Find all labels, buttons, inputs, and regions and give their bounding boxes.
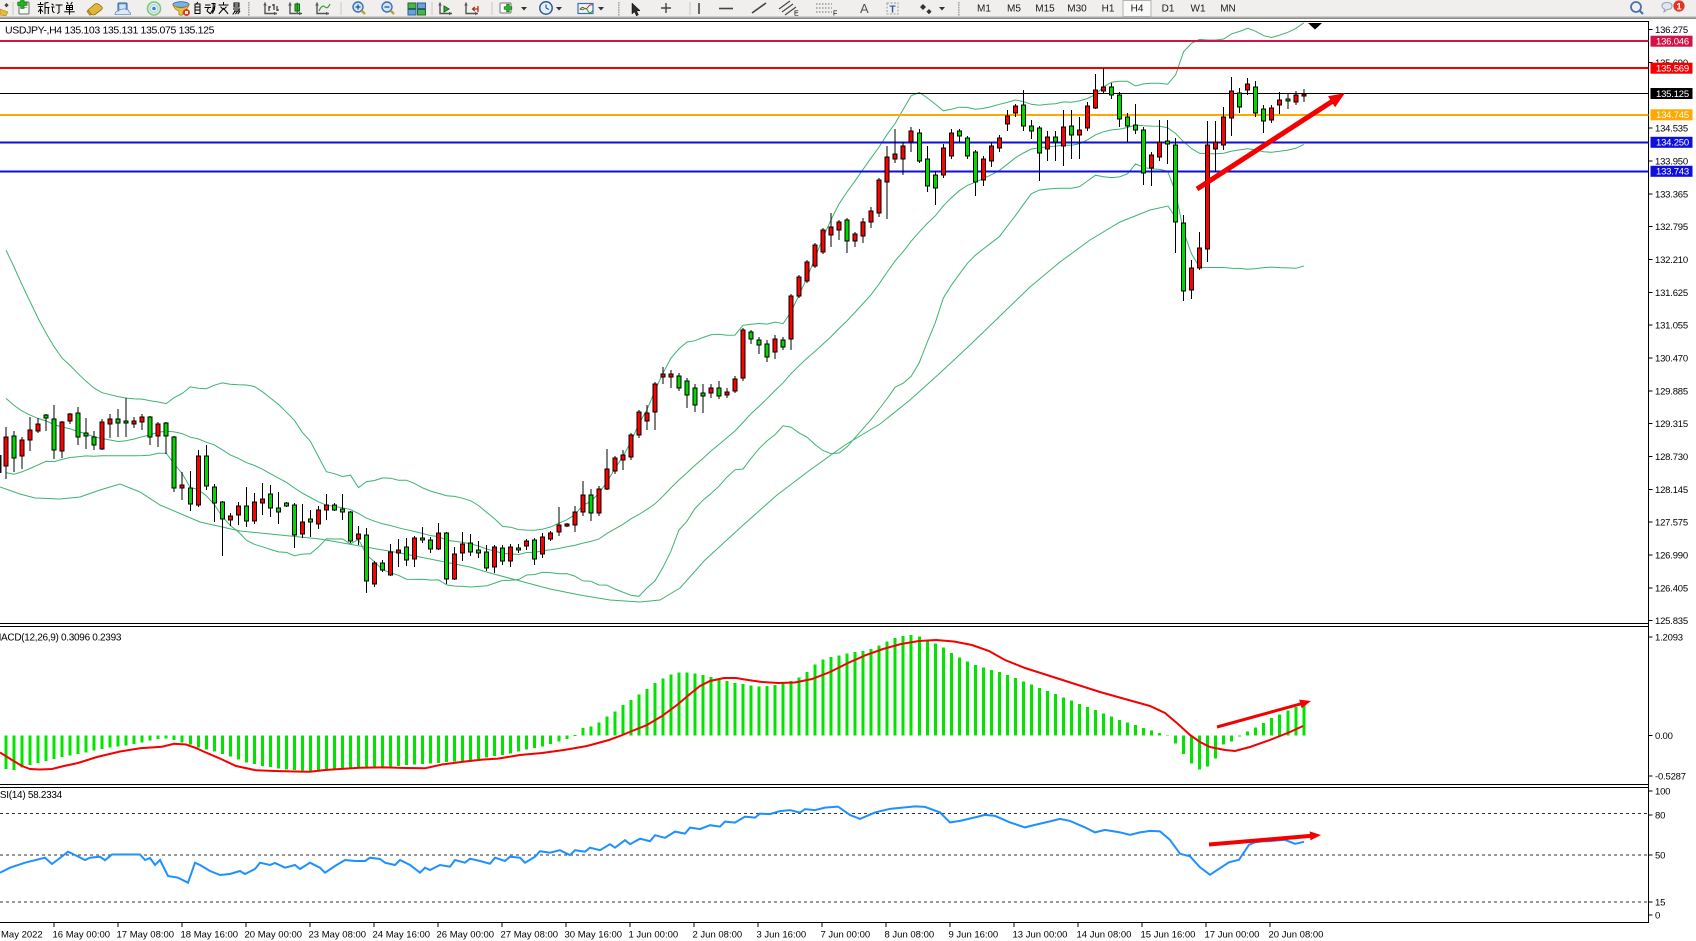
svg-text:9 Jun 16:00: 9 Jun 16:00 bbox=[949, 930, 999, 941]
svg-text:134.535: 134.535 bbox=[1655, 123, 1688, 134]
svg-text:18 May 16:00: 18 May 16:00 bbox=[181, 930, 239, 941]
svg-text:3 Jun 16:00: 3 Jun 16:00 bbox=[757, 930, 807, 941]
svg-text:7 Jun 00:00: 7 Jun 00:00 bbox=[821, 930, 871, 941]
svg-text:129.885: 129.885 bbox=[1655, 387, 1688, 398]
svg-text:134.250: 134.250 bbox=[1656, 138, 1689, 149]
svg-text:0: 0 bbox=[1655, 910, 1660, 921]
svg-text:135.569: 135.569 bbox=[1656, 64, 1689, 75]
svg-text:129.315: 129.315 bbox=[1655, 419, 1688, 430]
svg-text:T: T bbox=[890, 5, 896, 16]
svg-text:-0.5287: -0.5287 bbox=[1655, 771, 1686, 782]
svg-text:128.145: 128.145 bbox=[1655, 485, 1688, 496]
svg-text:M5: M5 bbox=[1007, 4, 1021, 15]
svg-text:132.210: 132.210 bbox=[1655, 255, 1688, 266]
svg-text:50: 50 bbox=[1655, 850, 1665, 861]
svg-text:24 May 16:00: 24 May 16:00 bbox=[373, 930, 431, 941]
svg-text:16 May 00:00: 16 May 00:00 bbox=[53, 930, 111, 941]
svg-text:D1: D1 bbox=[1162, 4, 1175, 15]
svg-text:20 Jun 08:00: 20 Jun 08:00 bbox=[1269, 930, 1324, 941]
svg-text:H1: H1 bbox=[1102, 4, 1115, 15]
svg-text:132.795: 132.795 bbox=[1655, 222, 1688, 233]
svg-text:M15: M15 bbox=[1035, 4, 1055, 15]
svg-text:1.2093: 1.2093 bbox=[1655, 632, 1683, 643]
svg-text:E: E bbox=[794, 11, 799, 18]
svg-text:135.125: 135.125 bbox=[1656, 89, 1689, 100]
svg-text:RSI(14) 58.2334: RSI(14) 58.2334 bbox=[0, 790, 63, 801]
svg-text:133.950: 133.950 bbox=[1655, 157, 1688, 168]
svg-text:8 Jun 08:00: 8 Jun 08:00 bbox=[885, 930, 935, 941]
svg-text:136.275: 136.275 bbox=[1655, 25, 1688, 36]
svg-text:0.00: 0.00 bbox=[1655, 731, 1673, 742]
svg-text:15: 15 bbox=[1655, 897, 1665, 908]
svg-text:2 Jun 08:00: 2 Jun 08:00 bbox=[693, 930, 743, 941]
svg-text:133.743: 133.743 bbox=[1656, 167, 1689, 178]
svg-text:17 May 08:00: 17 May 08:00 bbox=[117, 930, 175, 941]
svg-text:May 2022: May 2022 bbox=[1, 930, 43, 941]
svg-text:20 May 00:00: 20 May 00:00 bbox=[245, 930, 303, 941]
svg-text:126.405: 126.405 bbox=[1655, 584, 1688, 595]
svg-text:23 May 08:00: 23 May 08:00 bbox=[309, 930, 367, 941]
svg-text:30 May 16:00: 30 May 16:00 bbox=[565, 930, 623, 941]
svg-text:MACD(12,26,9) 0.3096 0.2393: MACD(12,26,9) 0.3096 0.2393 bbox=[0, 633, 122, 644]
svg-text:128.730: 128.730 bbox=[1655, 452, 1688, 463]
svg-text:100: 100 bbox=[1655, 786, 1670, 797]
svg-text:15 Jun 16:00: 15 Jun 16:00 bbox=[1141, 930, 1196, 941]
svg-text:125.835: 125.835 bbox=[1655, 616, 1688, 627]
svg-text:A: A bbox=[860, 1, 869, 16]
svg-text:17 Jun 00:00: 17 Jun 00:00 bbox=[1205, 930, 1260, 941]
svg-text:134.745: 134.745 bbox=[1656, 110, 1689, 121]
svg-text:M30: M30 bbox=[1067, 4, 1087, 15]
svg-text:126.990: 126.990 bbox=[1655, 550, 1688, 561]
svg-text:127.575: 127.575 bbox=[1655, 517, 1688, 528]
svg-text:14 Jun 08:00: 14 Jun 08:00 bbox=[1077, 930, 1132, 941]
svg-text:F: F bbox=[833, 11, 837, 18]
svg-text:H4: H4 bbox=[1131, 4, 1144, 15]
svg-text:131.625: 131.625 bbox=[1655, 288, 1688, 299]
svg-text:27 May 08:00: 27 May 08:00 bbox=[501, 930, 559, 941]
svg-text:13 Jun 00:00: 13 Jun 00:00 bbox=[1013, 930, 1068, 941]
svg-text:USDJPY-,H4 135.103 135.131 13: USDJPY-,H4 135.103 135.131 135.075 135.1… bbox=[5, 25, 215, 37]
svg-text:MN: MN bbox=[1220, 4, 1236, 15]
svg-text:136.046: 136.046 bbox=[1656, 37, 1689, 48]
svg-text:M1: M1 bbox=[977, 4, 991, 15]
svg-text:W1: W1 bbox=[1191, 4, 1206, 15]
svg-text:133.365: 133.365 bbox=[1655, 190, 1688, 201]
svg-text:1: 1 bbox=[1676, 2, 1682, 13]
svg-text:26 May 00:00: 26 May 00:00 bbox=[437, 930, 495, 941]
svg-text:130.470: 130.470 bbox=[1655, 354, 1688, 365]
svg-text:1 Jun 00:00: 1 Jun 00:00 bbox=[629, 930, 679, 941]
svg-text:80: 80 bbox=[1655, 810, 1665, 821]
svg-text:131.055: 131.055 bbox=[1655, 320, 1688, 331]
